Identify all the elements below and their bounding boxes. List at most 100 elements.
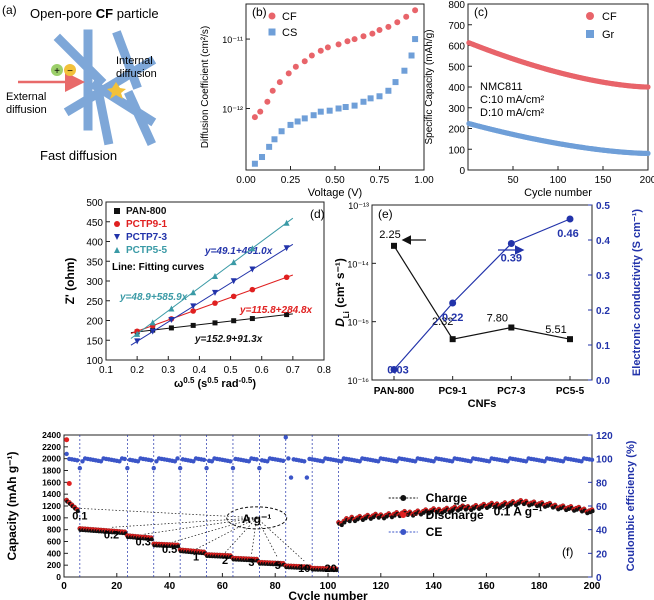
legend-marker-f	[400, 495, 407, 501]
legend-label-pctp9-1: PCTP9-1	[126, 219, 168, 230]
legend-label-f: Charge	[426, 491, 468, 505]
left-tick-label-f: 1800	[42, 466, 61, 476]
legend-label-cf: CF	[282, 11, 297, 23]
rate-pointer	[224, 517, 257, 553]
legend-label-pctp5-5: PCTP5-5	[126, 245, 168, 256]
fit-equation-pctp7-3: y=49.1+491.0x	[204, 246, 273, 257]
x-axis-label-e: CNFs	[468, 398, 497, 410]
data-point-pctp5-5	[134, 330, 141, 337]
data-point-pctp5-5	[283, 219, 290, 226]
data-point-pctp5-5	[168, 305, 175, 312]
left-tick-label-f: 0	[56, 572, 61, 582]
panel-label-e: (e)	[378, 207, 393, 221]
left-tick-label-f: 2000	[42, 454, 61, 464]
y-tick-label-c: 700	[448, 21, 465, 32]
left-tick-label-e: 10⁻¹⁶	[348, 376, 370, 386]
panel-f: (f) 0 20 40 60 80 100 120 140 160 180 200020040060…	[5, 430, 637, 600]
annotation-c: NMC811	[480, 81, 523, 93]
left-tick-label-f: 400	[47, 548, 61, 558]
rate-label: 0.5	[162, 544, 177, 556]
x-tick-label-f: 80	[270, 581, 282, 592]
ce-point	[523, 459, 529, 464]
left-tick-label-f: 2200	[42, 442, 61, 452]
x-tick-label-b: 0.75	[370, 175, 390, 186]
ce-point	[98, 459, 104, 464]
ce-point	[357, 459, 362, 464]
charge-point	[590, 509, 595, 514]
final-rate-label: 0.1 A g⁻¹	[494, 504, 543, 518]
data-point-pctp7-3	[190, 303, 197, 310]
x-tick-label-b: 0.25	[281, 175, 301, 186]
data-point-pctp5-5	[249, 245, 256, 252]
fit-equation-pan-800: y=152.9+91.3x	[194, 334, 263, 345]
data-point-cs	[367, 95, 374, 102]
data-point-cs	[287, 121, 294, 128]
conductivity-line	[393, 218, 571, 370]
x-tick-label-f: 0	[61, 581, 67, 592]
data-point-cs	[251, 160, 258, 167]
right-tick-label-f: 0	[596, 573, 602, 584]
ce-point	[286, 456, 291, 461]
y-tick-label-c: 500	[448, 62, 465, 73]
y-tick-label-d: 400	[86, 238, 103, 249]
left-tick-label-f: 600	[47, 537, 61, 547]
ce-point	[265, 459, 270, 464]
external-label-1: External	[6, 91, 46, 103]
right-tick-label-e: 0.2	[596, 306, 610, 317]
conductivity-point	[566, 215, 574, 223]
y-tick-label-d: 100	[86, 356, 103, 367]
legend-marker-pctp7-3	[114, 234, 120, 240]
data-point-cf	[264, 98, 271, 105]
panel-label-b: (b)	[252, 5, 267, 19]
charge-point	[342, 520, 347, 525]
legend-label-pctp7-3: PCTP7-3	[126, 232, 168, 243]
data-point-cf	[369, 30, 376, 37]
x-tick-label-f: 20	[111, 581, 123, 592]
fit-equation-pctp5-5: y=48.9+585.9x	[119, 292, 188, 303]
y-tick-label-c: 200	[448, 125, 465, 136]
right-tick-label-f: 120	[596, 431, 613, 442]
data-point-cs	[392, 79, 399, 86]
x-tick-label-f: 140	[425, 581, 442, 592]
ce-point	[394, 459, 399, 464]
data-point-cf	[251, 114, 258, 121]
ce-point	[75, 458, 80, 463]
data-point-gr	[645, 150, 651, 156]
x-tick-label-f: 200	[584, 581, 601, 592]
x-tick-label-d: 0.2	[130, 365, 144, 376]
data-point-cf	[335, 41, 342, 48]
data-point-pctp7-3	[283, 245, 290, 252]
ce-point	[228, 459, 233, 464]
category-label-e: PC7-3	[497, 386, 526, 397]
x-tick-label-d: 0.6	[255, 365, 269, 376]
data-point-cs	[301, 115, 308, 122]
rate-label: 3	[248, 557, 254, 569]
charge-point	[347, 519, 352, 524]
data-point-pan-800	[212, 320, 218, 326]
x-axis-label-f: Cycle number	[288, 589, 368, 600]
ce-point	[283, 435, 288, 440]
ion-minus-icon	[64, 64, 76, 76]
conductivity-value-label: 0.46	[557, 228, 578, 240]
fit-line-pctp5-5	[130, 217, 294, 339]
left-tick-label-f: 1400	[42, 489, 61, 499]
legend-marker-cf	[268, 12, 276, 20]
rate-label: 2	[222, 555, 228, 567]
diffusion-value-label: 2.32	[432, 316, 453, 328]
data-point-pctp7-3	[149, 328, 156, 335]
ce-point	[77, 465, 83, 471]
data-point-cs	[376, 93, 383, 100]
data-point-cs	[342, 104, 349, 111]
charge-point	[75, 509, 80, 514]
legend-label-cf: CF	[602, 11, 617, 23]
diffusion-value-label: 2.25	[379, 229, 400, 241]
left-tick-label-f: 800	[47, 525, 61, 535]
diffusion-value-label: 7.80	[487, 313, 508, 325]
right-tick-label-e: 0.3	[596, 271, 610, 282]
data-point-cf	[276, 79, 283, 86]
data-point-cf	[351, 36, 358, 43]
panel-c: (c) 50 100 150 200 0 100 200 300 400 500 600 700 800…	[424, 0, 654, 199]
data-point-cs	[310, 112, 317, 119]
ce-point	[122, 456, 127, 462]
data-point-pctp5-5	[149, 319, 156, 326]
